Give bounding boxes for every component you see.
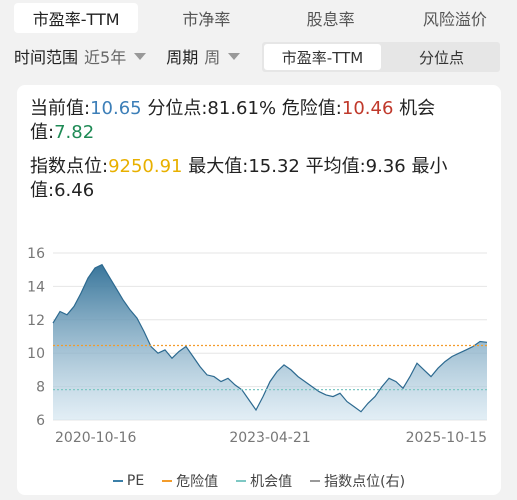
segment-pe-ttm[interactable]: 市盈率-TTM bbox=[264, 44, 381, 70]
stats-panel: 当前值:10.65 分位点:81.61% 危险值:10.46 机会值:7.82 … bbox=[30, 97, 490, 213]
stats-line-2: 指数点位:9250.91 最大值:15.32 平均值:9.36 最小值:6.46 bbox=[30, 155, 490, 203]
pe-series-line bbox=[52, 263, 488, 413]
pe-area bbox=[53, 264, 487, 420]
y-tick-label: 10 bbox=[27, 346, 45, 362]
opportunity-label: 机会值: bbox=[30, 98, 436, 143]
tab-risk-premium[interactable]: 风险溢价 bbox=[422, 10, 487, 29]
opportunity-value: 7.82 bbox=[54, 122, 95, 143]
legend-label: PE bbox=[126, 473, 145, 489]
danger-value: 10.46 bbox=[341, 98, 394, 119]
pe-chart[interactable]: 6 8 10 12 14 16 2020-10-16 2023-04-21 2025-10-1… bbox=[17, 235, 501, 455]
tab-dividend-yield[interactable]: 股息率 bbox=[306, 10, 355, 29]
current-label: 当前值: bbox=[30, 98, 91, 119]
tab-bar: 市盈率-TTM 市净率 股息率 风险溢价 bbox=[0, 0, 517, 36]
y-axis: 6 8 10 12 14 16 bbox=[27, 246, 45, 429]
current-value: 10.65 bbox=[90, 98, 142, 119]
x-tick-label: 2020-10-16 bbox=[55, 430, 136, 446]
avg-value: 9.36 bbox=[365, 156, 406, 177]
legend-label: 指数点位(右) bbox=[324, 474, 406, 490]
legend-index[interactable]: 指数点位(右) bbox=[310, 471, 405, 491]
period-value: 周 bbox=[204, 48, 221, 67]
y-tick-label: 6 bbox=[36, 413, 45, 429]
chart-legend: PE 危险值 机会值 指数点位(右) bbox=[17, 471, 501, 491]
tab-pe-ttm[interactable]: 市盈率-TTM bbox=[14, 3, 139, 33]
period-select[interactable]: 周 bbox=[204, 44, 241, 68]
legend-opportunity[interactable]: 机会值 bbox=[236, 471, 292, 491]
segment-percentile[interactable]: 分位点 bbox=[418, 48, 464, 67]
x-axis: 2020-10-16 2023-04-21 2025-10-15 bbox=[55, 430, 487, 446]
y-tick-label: 14 bbox=[27, 279, 45, 295]
legend-swatch bbox=[236, 480, 247, 482]
y-tick-label: 12 bbox=[27, 313, 45, 329]
legend-swatch bbox=[310, 480, 321, 482]
tab-pb[interactable]: 市净率 bbox=[182, 10, 231, 29]
period-label: 周期 bbox=[166, 48, 199, 67]
index-label: 指数点位: bbox=[30, 156, 109, 177]
chevron-down-icon bbox=[134, 52, 147, 60]
view-segmented-control: 市盈率-TTM 分位点 bbox=[262, 42, 500, 72]
x-tick-label: 2023-04-21 bbox=[229, 430, 310, 446]
percentile-value: 81.61% bbox=[207, 98, 277, 119]
time-range-value: 近5年 bbox=[84, 48, 127, 67]
legend-label: 危险值 bbox=[176, 474, 219, 490]
legend-pe[interactable]: PE bbox=[112, 471, 145, 491]
x-tick-label: 2025-10-15 bbox=[406, 430, 487, 446]
filter-bar: 时间范围 近5年 周期 周 市盈率-TTM 分位点 bbox=[0, 40, 517, 72]
valuation-card: 当前值:10.65 分位点:81.61% 危险值:10.46 机会值:7.82 … bbox=[17, 85, 501, 495]
y-tick-label: 16 bbox=[27, 246, 45, 262]
avg-label: 平均值: bbox=[305, 156, 366, 177]
min-label: 最小值: bbox=[30, 156, 448, 201]
time-range-select[interactable]: 近5年 bbox=[84, 44, 147, 68]
index-value: 9250.91 bbox=[108, 156, 183, 177]
legend-label: 机会值 bbox=[250, 474, 293, 490]
max-value: 15.32 bbox=[248, 156, 300, 177]
max-label: 最大值: bbox=[188, 156, 249, 177]
min-value: 6.46 bbox=[54, 180, 95, 201]
stats-line-1: 当前值:10.65 分位点:81.61% 危险值:10.46 机会值:7.82 bbox=[30, 97, 490, 145]
percentile-label: 分位点: bbox=[147, 98, 208, 119]
y-tick-label: 8 bbox=[36, 380, 45, 396]
legend-danger[interactable]: 危险值 bbox=[162, 471, 218, 491]
danger-label: 危险值: bbox=[281, 98, 342, 119]
chevron-down-icon bbox=[228, 52, 241, 60]
legend-swatch bbox=[112, 480, 123, 482]
legend-swatch bbox=[162, 480, 173, 482]
time-range-label: 时间范围 bbox=[14, 48, 79, 67]
